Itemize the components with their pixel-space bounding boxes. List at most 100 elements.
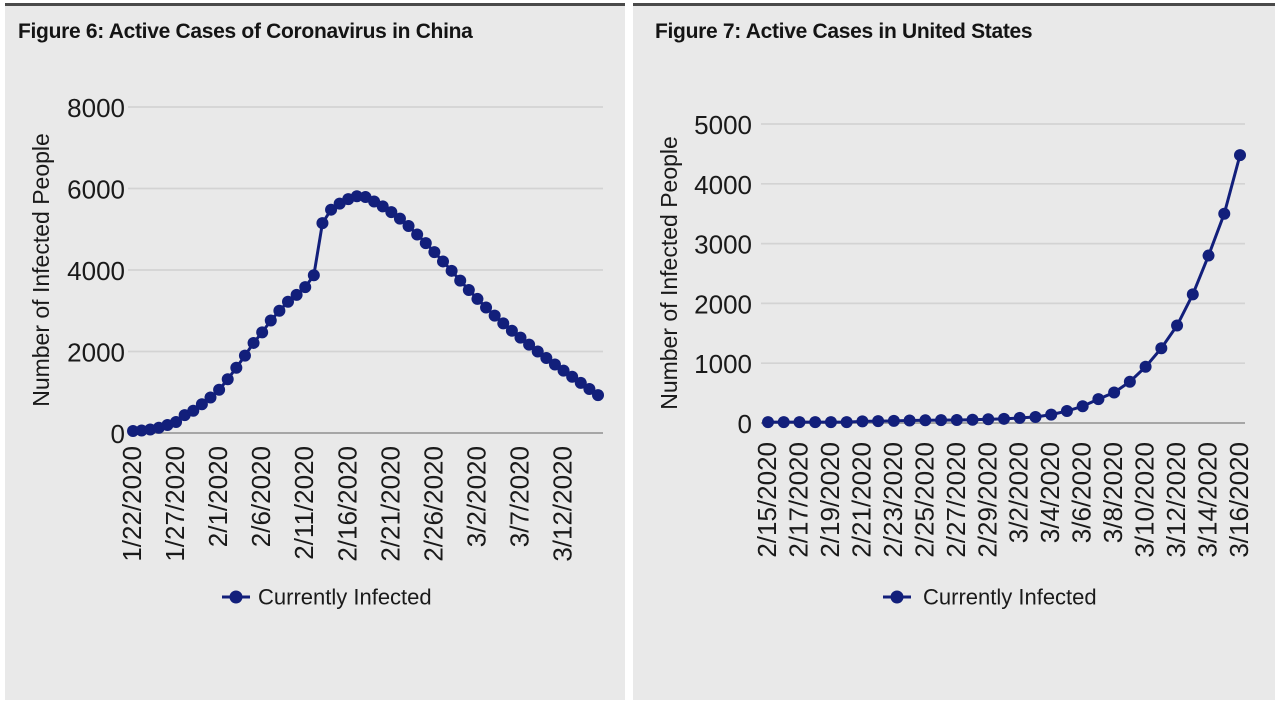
y-tick-label: 2000 bbox=[67, 338, 125, 368]
data-point bbox=[1076, 400, 1089, 413]
data-point bbox=[195, 398, 208, 411]
x-tick-label: 3/4/2020 bbox=[1035, 442, 1065, 543]
x-tick-label: 2/25/2020 bbox=[909, 442, 939, 558]
data-point bbox=[221, 373, 234, 386]
data-point bbox=[872, 415, 885, 428]
y-tick-label: 6000 bbox=[67, 175, 125, 205]
data-point bbox=[462, 283, 475, 296]
data-point bbox=[1013, 411, 1026, 424]
data-point bbox=[402, 219, 415, 232]
data-point bbox=[1060, 405, 1073, 418]
data-point bbox=[256, 326, 269, 339]
data-point bbox=[393, 212, 406, 225]
data-point bbox=[299, 281, 312, 294]
data-point bbox=[290, 288, 303, 301]
data-point bbox=[1108, 386, 1121, 399]
data-point bbox=[950, 414, 963, 427]
data-point bbox=[350, 190, 363, 203]
series-line bbox=[768, 154, 1242, 424]
data-point bbox=[1171, 319, 1184, 332]
figure-7-panel: Figure 7: Active Cases in United States … bbox=[633, 3, 1275, 700]
y-tick-label: 4000 bbox=[694, 170, 752, 200]
x-tick-label: 2/6/2020 bbox=[246, 446, 276, 547]
data-point bbox=[982, 413, 995, 426]
data-point bbox=[762, 416, 774, 429]
data-point bbox=[531, 345, 544, 358]
x-tick-label: 2/29/2020 bbox=[972, 442, 1002, 558]
x-tick-label: 3/10/2020 bbox=[1130, 442, 1160, 558]
data-point bbox=[793, 416, 806, 429]
data-point bbox=[325, 203, 338, 216]
y-tick-label: 0 bbox=[111, 419, 125, 449]
data-point bbox=[187, 404, 200, 417]
x-tick-label: 3/7/2020 bbox=[505, 446, 535, 547]
data-point bbox=[1092, 393, 1105, 406]
y-tick-label: 3000 bbox=[694, 230, 752, 260]
x-tick-label: 2/26/2020 bbox=[418, 446, 448, 562]
x-tick-label: 3/2/2020 bbox=[1004, 442, 1034, 543]
data-point bbox=[282, 295, 294, 308]
y-tick-label: 5000 bbox=[694, 110, 752, 140]
data-point bbox=[887, 414, 900, 427]
x-tick-label: 2/23/2020 bbox=[878, 442, 908, 558]
x-tick-label: 2/19/2020 bbox=[815, 442, 845, 558]
data-point bbox=[264, 314, 277, 327]
data-point bbox=[273, 304, 286, 317]
data-point bbox=[497, 317, 510, 330]
legend-marker-dot bbox=[890, 590, 904, 604]
legend-marker-dot bbox=[229, 590, 243, 604]
x-tick-label: 2/11/2020 bbox=[289, 446, 319, 560]
data-point bbox=[1029, 411, 1042, 424]
x-tick-label: 2/15/2020 bbox=[752, 442, 782, 558]
data-point bbox=[592, 389, 604, 402]
data-point bbox=[903, 414, 916, 427]
x-tick-label: 3/12/2020 bbox=[548, 446, 578, 562]
x-tick-label: 3/8/2020 bbox=[1098, 442, 1128, 543]
data-point bbox=[1234, 149, 1246, 162]
data-point bbox=[856, 415, 869, 428]
data-point bbox=[514, 331, 527, 344]
data-point bbox=[1186, 288, 1199, 301]
data-point bbox=[1045, 408, 1058, 421]
data-point bbox=[935, 414, 948, 427]
data-point bbox=[471, 292, 484, 305]
x-tick-label: 2/21/2020 bbox=[375, 446, 405, 562]
data-point bbox=[376, 200, 389, 213]
x-tick-label: 3/16/2020 bbox=[1224, 442, 1254, 558]
data-point bbox=[1123, 375, 1136, 388]
data-point bbox=[437, 255, 449, 268]
legend-label: Currently Infected bbox=[923, 585, 1097, 610]
data-point bbox=[204, 391, 217, 404]
data-point bbox=[1218, 207, 1231, 220]
data-point bbox=[411, 228, 424, 241]
data-point bbox=[316, 217, 329, 230]
x-tick-label: 3/6/2020 bbox=[1067, 442, 1097, 543]
x-tick-label: 3/14/2020 bbox=[1193, 442, 1223, 558]
x-tick-label: 2/17/2020 bbox=[783, 442, 813, 558]
data-point bbox=[998, 412, 1010, 425]
data-point bbox=[1202, 249, 1215, 262]
data-point bbox=[540, 352, 553, 365]
x-tick-label: 2/21/2020 bbox=[846, 442, 876, 558]
data-point bbox=[583, 382, 596, 395]
figure-6-title: Figure 6: Active Cases of Coronavirus in… bbox=[18, 20, 473, 43]
data-point bbox=[574, 376, 587, 389]
data-point bbox=[428, 246, 441, 259]
y-tick-label: 4000 bbox=[67, 256, 125, 286]
data-point bbox=[1155, 342, 1168, 355]
x-tick-label: 3/12/2020 bbox=[1161, 442, 1191, 558]
data-point bbox=[966, 413, 979, 426]
data-point bbox=[777, 416, 790, 429]
data-point bbox=[445, 264, 458, 277]
data-point bbox=[557, 364, 570, 377]
data-point bbox=[548, 358, 561, 371]
figure-7-title: Figure 7: Active Cases in United States bbox=[655, 20, 1033, 43]
data-point bbox=[505, 324, 518, 337]
legend-label: Currently Infected bbox=[258, 585, 432, 610]
chart-canvas: 0 2000 4000 6000 8000 1/22/2020 1/27/2020 2/1/2… bbox=[28, 93, 604, 610]
data-point bbox=[454, 274, 467, 287]
data-point bbox=[523, 338, 536, 351]
data-point bbox=[488, 309, 501, 322]
data-point bbox=[809, 416, 822, 429]
